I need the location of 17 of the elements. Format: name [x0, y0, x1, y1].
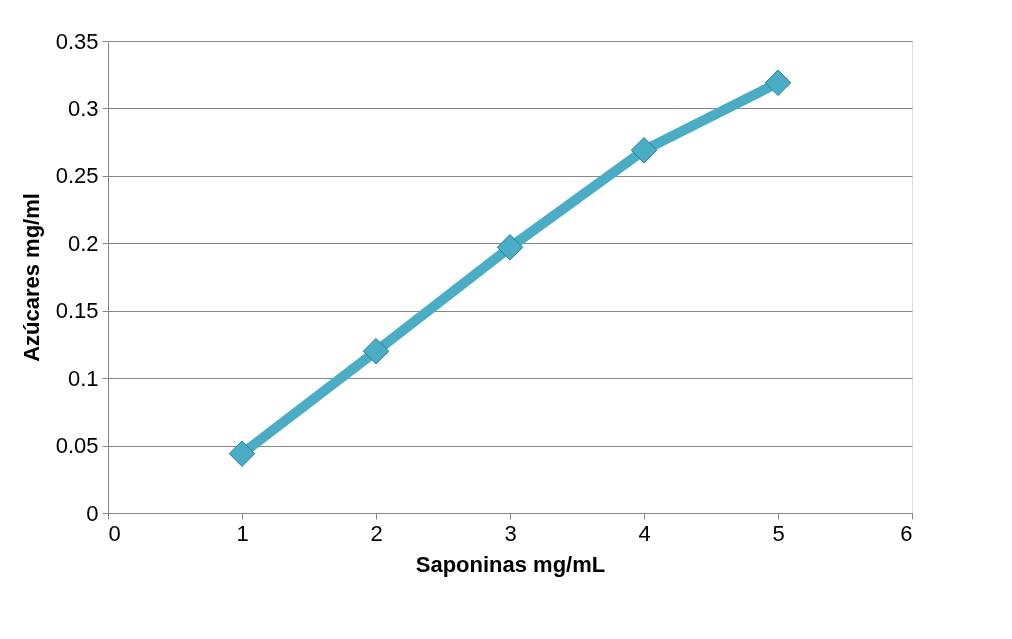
x-tick-label: 0	[108, 520, 121, 546]
x-tick-label: 4	[638, 520, 651, 546]
x-tick-label: 5	[772, 520, 785, 546]
y-tick-label: 0.15	[55, 298, 99, 324]
x-tick-label: 6	[900, 520, 913, 546]
y-tick-label: 0.1	[67, 365, 99, 391]
y-axis-title: Azúcares mg/ml	[18, 193, 44, 362]
x-axis-title: Saponinas mg/mL	[415, 551, 606, 577]
x-tick-label: 2	[370, 520, 383, 546]
x-tick-label: 1	[236, 520, 249, 546]
y-tick-label: 0.05	[55, 433, 99, 459]
y-tick-label: 0.2	[67, 230, 99, 256]
y-tick-label: 0	[86, 500, 99, 526]
y-tick-label: 0.3	[67, 95, 99, 121]
x-tick-label: 3	[504, 520, 517, 546]
y-tick-label: 0.25	[55, 163, 99, 189]
y-tick-label: 0.35	[55, 28, 99, 54]
